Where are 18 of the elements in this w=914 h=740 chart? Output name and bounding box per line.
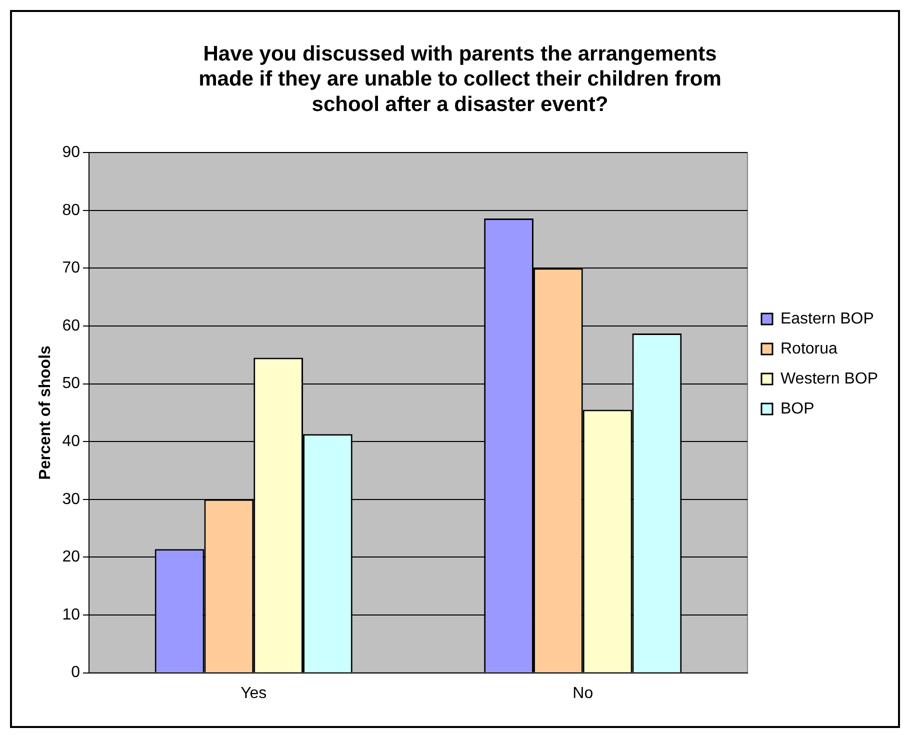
y-tick-label: 50 — [62, 375, 80, 392]
legend-label: Eastern BOP — [780, 310, 874, 328]
y-tick-label: 20 — [62, 548, 80, 566]
legend-label: BOP — [780, 400, 814, 418]
y-tick-label: 30 — [62, 490, 80, 508]
y-tick-label: 10 — [62, 606, 80, 624]
legend-label: Western BOP — [780, 370, 878, 388]
y-tick-label: 80 — [62, 202, 80, 219]
y-tick-label: 0 — [71, 664, 80, 682]
y-tick-label: 90 — [62, 144, 80, 162]
chart-title: Have you discussed with parents the arrangements made if they are unable to collect their children from school after a disaster event? — [198, 42, 722, 116]
y-tick-label: 40 — [62, 433, 80, 450]
y-tick-label: 60 — [62, 317, 80, 334]
x-tick-label: No — [572, 684, 594, 702]
y-tick-label: 70 — [62, 260, 80, 277]
y-axis-title: Percent of shools — [37, 345, 54, 480]
legend-label: Rotorua — [780, 340, 838, 358]
x-tick-label: Yes — [240, 684, 267, 702]
